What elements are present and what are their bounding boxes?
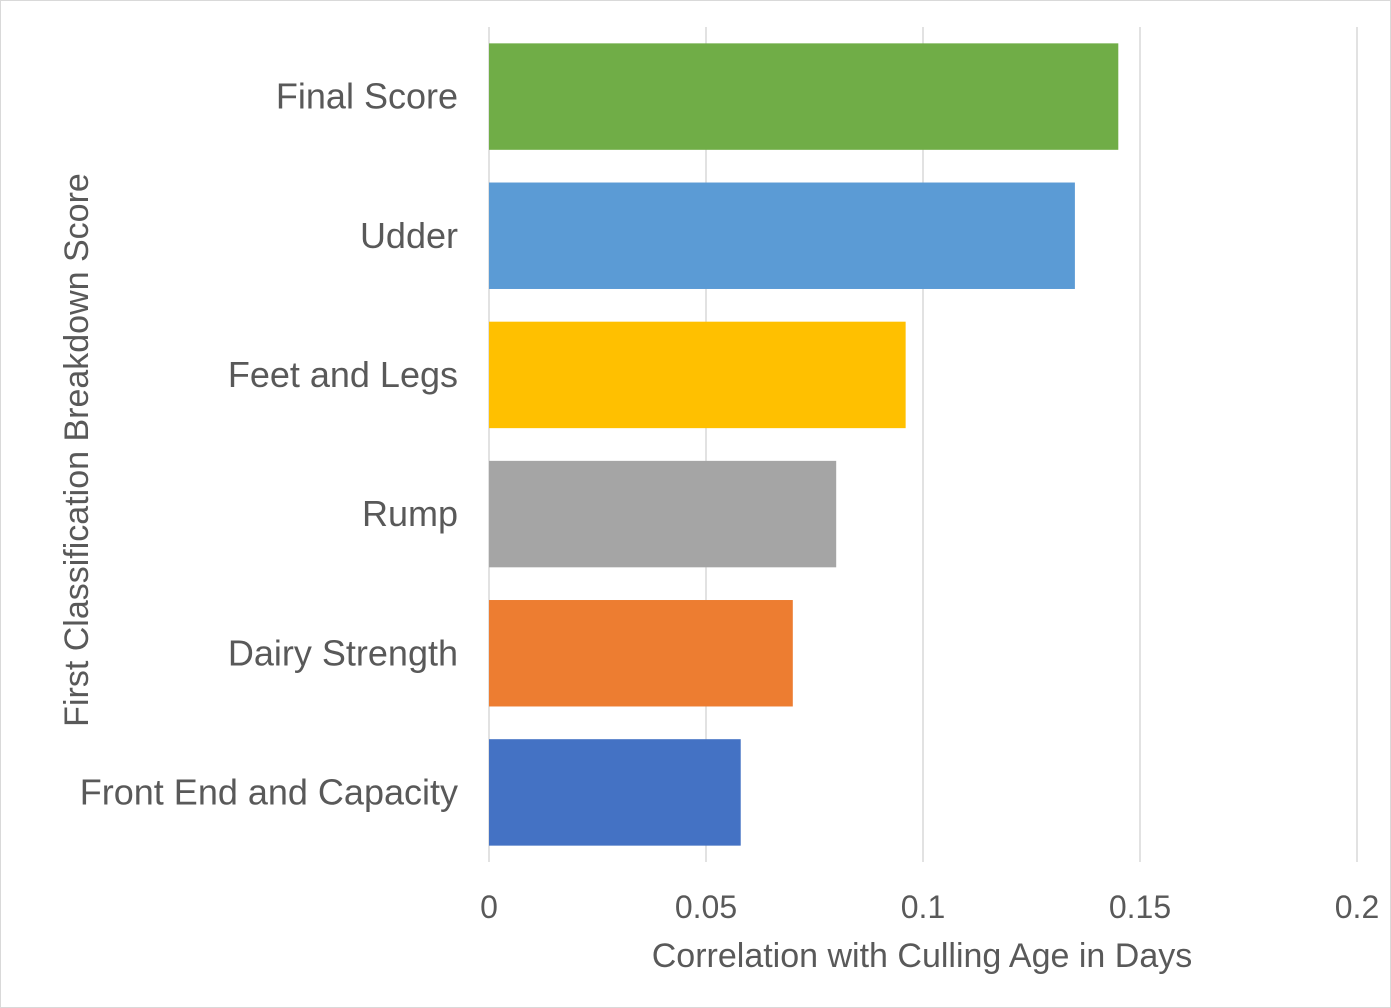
category-labels: Final Score Udder Feet and Legs Rump Dairy S… xyxy=(80,76,458,813)
x-tick-label-1: 0.05 xyxy=(675,889,737,925)
category-label-dairy-strength: Dairy Strength xyxy=(228,632,458,673)
category-label-feet-and-legs: Feet and Legs xyxy=(228,354,458,395)
gridlines xyxy=(488,27,1358,862)
category-label-front-end-and-capacity: Front End and Capacity xyxy=(80,771,458,812)
bar-rump xyxy=(489,460,837,568)
category-label-udder: Udder xyxy=(360,215,458,256)
category-label-rump: Rump xyxy=(362,493,458,534)
bar-front-end-and-capacity xyxy=(489,739,741,846)
x-axis-title: Correlation with Culling Age in Days xyxy=(652,937,1192,975)
bar-dairy-strength xyxy=(489,600,793,707)
bar-feet-and-legs xyxy=(489,321,906,429)
bar-final-score xyxy=(489,43,1119,150)
y-axis-title: First Classification Breakdown Score xyxy=(58,173,96,727)
x-tick-label-2: 0.1 xyxy=(901,889,945,925)
category-label-final-score: Final Score xyxy=(276,76,458,117)
x-tick-label-3: 0.15 xyxy=(1109,889,1171,925)
bars xyxy=(489,43,1119,846)
x-tick-labels: 0 0.05 0.1 0.15 0.2 xyxy=(480,889,1379,925)
x-tick-label-4: 0.2 xyxy=(1335,889,1379,925)
bar-udder xyxy=(489,182,1075,289)
x-tick-label-0: 0 xyxy=(480,889,498,925)
